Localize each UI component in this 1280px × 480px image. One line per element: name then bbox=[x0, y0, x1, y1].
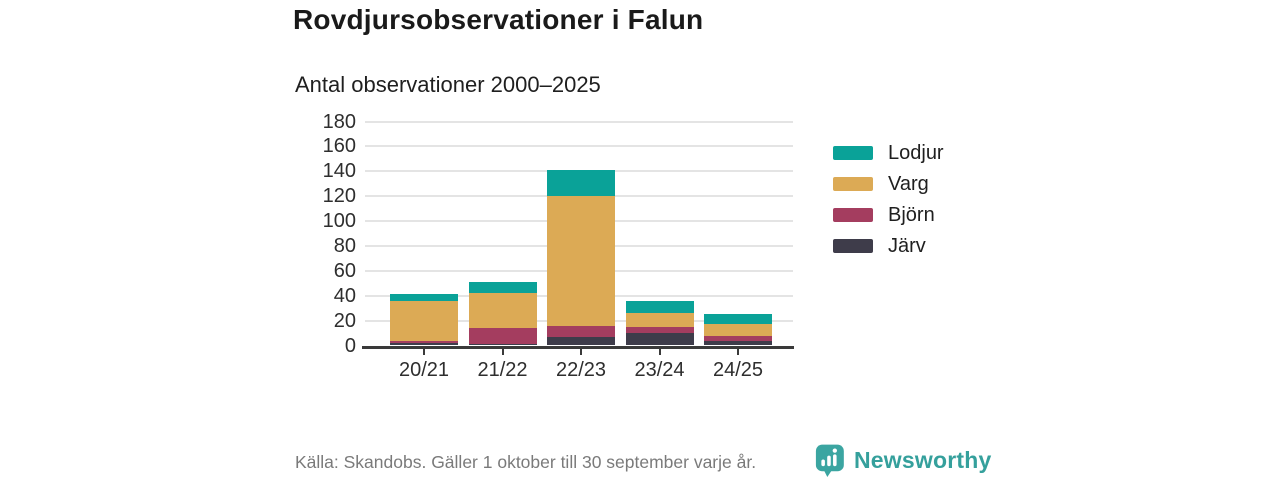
bar-segment-jrv-22-23 bbox=[547, 336, 615, 346]
x-axis-tick-label: 21/22 bbox=[477, 358, 528, 381]
bar-segment-lodjur-20-21 bbox=[390, 294, 458, 301]
bar-segment-bjrn-23-24 bbox=[625, 326, 694, 334]
bar-segment-jrv-21-22 bbox=[468, 344, 537, 346]
y-axis-tick-label: 180 bbox=[322, 110, 356, 133]
legend-label: Varg bbox=[888, 172, 929, 195]
chart-subtitle: Antal observationer 2000–2025 bbox=[295, 72, 601, 97]
bar-segment-bjrn-20-21 bbox=[390, 340, 458, 343]
legend-swatch bbox=[833, 146, 873, 160]
legend-item-varg: Varg bbox=[833, 173, 944, 195]
bar-segment-varg-21-22 bbox=[468, 293, 537, 329]
legend-label: Björn bbox=[888, 203, 935, 226]
bar-segment-lodjur-24-25 bbox=[704, 314, 772, 325]
legend-swatch bbox=[833, 239, 873, 253]
bar-segment-lodjur-21-22 bbox=[468, 282, 537, 294]
y-axis-tick-label: 80 bbox=[333, 234, 356, 257]
brand-logo: Newsworthy bbox=[815, 444, 991, 477]
y-axis-tick-label: 0 bbox=[344, 334, 356, 357]
legend: Lodjur Varg Björn Järv bbox=[833, 142, 944, 257]
x-axis-tick bbox=[737, 347, 739, 355]
bar-segment-jrv-20-21 bbox=[390, 343, 458, 346]
bar-segment-varg-23-24 bbox=[625, 313, 694, 327]
bar-segment-bjrn-24-25 bbox=[704, 335, 772, 341]
bar-segment-varg-24-25 bbox=[704, 324, 772, 336]
source-note: Källa: Skandobs. Gäller 1 oktober till 3… bbox=[295, 452, 757, 472]
x-axis-tick-label: 24/25 bbox=[712, 358, 764, 381]
bar-segment-varg-22-23 bbox=[547, 196, 615, 326]
y-axis-tick-label: 120 bbox=[322, 185, 356, 208]
x-axis-tick-label: 23/24 bbox=[634, 358, 685, 381]
y-axis-tick-label: 160 bbox=[322, 135, 356, 158]
bar-segment-jrv-23-24 bbox=[625, 333, 694, 346]
y-axis-tick-label: 40 bbox=[333, 284, 356, 307]
gridline bbox=[365, 120, 793, 123]
x-axis-tick bbox=[658, 347, 661, 355]
y-axis-tick-label: 100 bbox=[322, 210, 356, 233]
x-axis-tick bbox=[501, 347, 504, 355]
x-axis-tick-label: 20/21 bbox=[398, 358, 450, 381]
brand-name: Newsworthy bbox=[854, 447, 992, 473]
bar-segment-varg-20-21 bbox=[390, 300, 458, 341]
legend-item-jrv: Järv bbox=[833, 235, 944, 257]
bar-segment-lodjur-23-24 bbox=[625, 300, 694, 314]
y-axis-tick-label: 60 bbox=[333, 259, 356, 282]
bar-segment-bjrn-21-22 bbox=[468, 328, 537, 345]
bar-segment-jrv-24-25 bbox=[704, 340, 772, 346]
legend-item-bjrn: Björn bbox=[833, 204, 944, 226]
x-axis-tick-label: 22/23 bbox=[555, 358, 607, 381]
y-axis-tick-label: 20 bbox=[333, 309, 356, 332]
bar-segment-lodjur-22-23 bbox=[547, 170, 615, 197]
legend-swatch bbox=[833, 177, 873, 191]
legend-label: Järv bbox=[888, 234, 926, 257]
x-axis-tick bbox=[580, 347, 582, 355]
legend-item-lodjur: Lodjur bbox=[833, 142, 944, 164]
legend-label: Lodjur bbox=[888, 141, 944, 164]
bar-segment-bjrn-22-23 bbox=[547, 325, 615, 337]
page-title: Rovdjursobservationer i Falun bbox=[293, 4, 704, 35]
newsworthy-logo-icon bbox=[815, 444, 844, 477]
gridline bbox=[365, 145, 793, 148]
legend-swatch bbox=[833, 208, 873, 222]
x-axis-tick bbox=[423, 347, 425, 355]
x-axis-line bbox=[362, 345, 794, 349]
y-axis-tick-label: 140 bbox=[322, 160, 356, 183]
